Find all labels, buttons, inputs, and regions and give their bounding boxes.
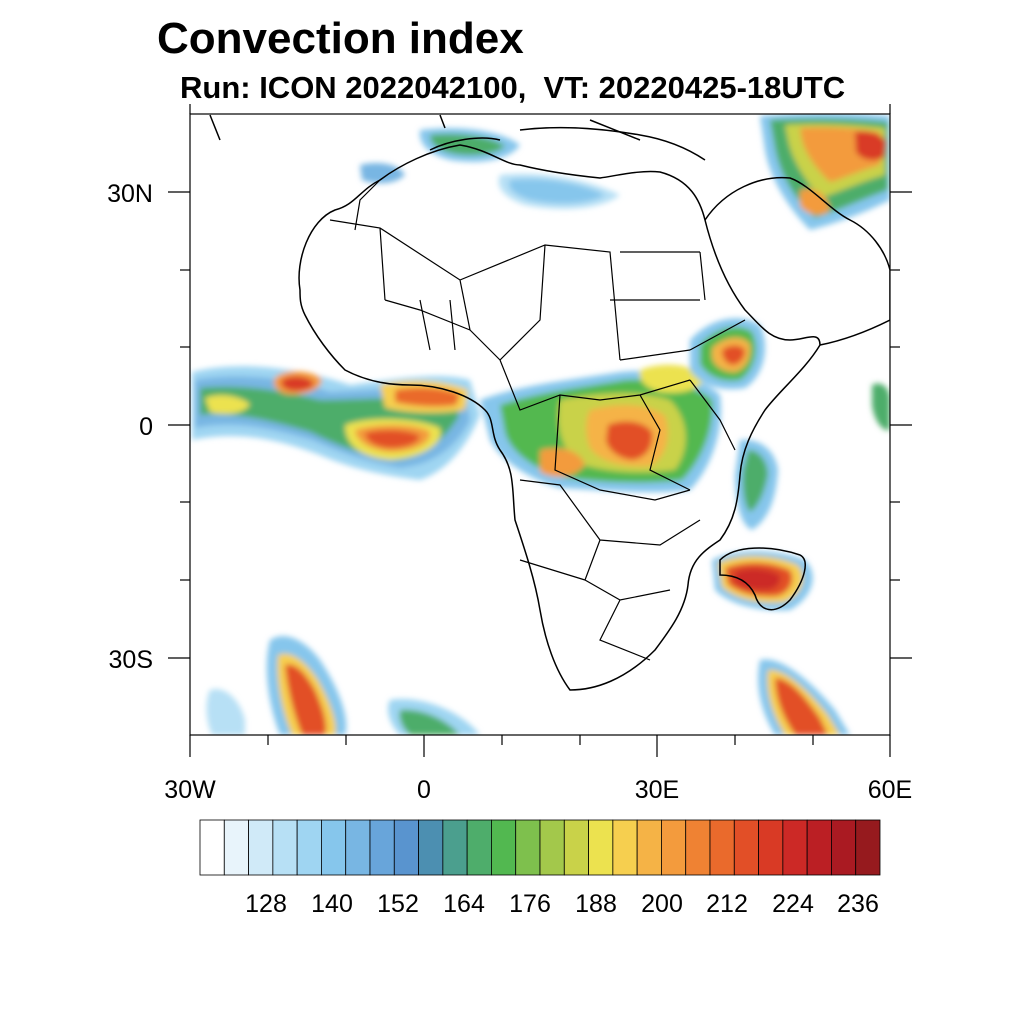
colorbar-label: 224 (772, 890, 814, 918)
map-title: Convection index (157, 14, 524, 63)
field-south-indian (758, 659, 850, 735)
colorbar-swatch (806, 819, 832, 876)
colorbar-swatch (491, 819, 517, 876)
colorbar-swatch (855, 819, 881, 876)
colorbar-swatch (758, 819, 784, 876)
axis-ticks (168, 104, 912, 757)
colorbar-swatch (466, 819, 492, 876)
colorbar-swatch (345, 819, 371, 876)
colorbar-label: 188 (575, 890, 617, 918)
lat-label-30s: 30S (109, 646, 153, 674)
colorbar-label: 152 (377, 890, 419, 918)
lon-label-30e: 30E (635, 776, 679, 804)
colorbar-swatch (223, 819, 249, 876)
colorbar-swatch (612, 819, 638, 876)
colorbar-swatch (321, 819, 347, 876)
country-borders (329, 179, 746, 661)
colorbar-swatch (199, 819, 225, 876)
field-mediterranean (360, 128, 620, 209)
colorbar-swatch (685, 819, 711, 876)
lon-label-0: 0 (417, 776, 431, 804)
colorbar-label: 176 (509, 890, 551, 918)
field-east-africa (735, 439, 778, 530)
colorbar-label: 140 (311, 890, 353, 918)
colorbar-label: 236 (837, 890, 879, 918)
field-madagascar (712, 551, 813, 611)
colorbar-swatch (709, 819, 735, 876)
field-south-atlantic (206, 636, 480, 735)
lat-label-0: 0 (139, 413, 153, 441)
colorbar-swatch (563, 819, 589, 876)
convection-field (192, 114, 890, 735)
field-indian-ocean (872, 383, 890, 431)
colorbar-swatch (831, 819, 857, 876)
field-central-africa (480, 364, 721, 493)
field-gulf-of-guinea (192, 366, 480, 480)
colorbar-swatch (782, 819, 808, 876)
colorbar-label: 164 (443, 890, 485, 918)
lat-label-30n: 30N (107, 180, 153, 208)
field-arabia (760, 114, 890, 230)
lon-label-30w: 30W (164, 776, 216, 804)
colorbar-swatch (393, 819, 419, 876)
colorbar-label: 212 (706, 890, 748, 918)
lon-label-60e: 60E (868, 776, 912, 804)
colorbar-swatch (515, 819, 541, 876)
colorbar-swatch (588, 819, 614, 876)
colorbar-label: 200 (641, 890, 683, 918)
colorbar-swatch (539, 819, 565, 876)
colorbar-labels: 128 140 152 164 176 188 200 212 224 236 (245, 890, 879, 918)
colorbar-swatch (248, 819, 274, 876)
colorbar-swatch (272, 819, 298, 876)
field-ethiopia (690, 318, 765, 390)
colorbar-swatch (661, 819, 687, 876)
colorbar-swatch (733, 819, 759, 876)
colorbar-label: 128 (245, 890, 287, 918)
colorbar-swatch (296, 819, 322, 876)
colorbar-swatch (369, 819, 395, 876)
colorbar-swatch (418, 819, 444, 876)
colorbar (199, 819, 881, 876)
coastlines (209, 114, 890, 691)
colorbar-swatch (636, 819, 662, 876)
colorbar-swatch (442, 819, 468, 876)
map-subtitle: Run: ICON 2022042100, VT: 20220425-18UTC (180, 70, 846, 105)
